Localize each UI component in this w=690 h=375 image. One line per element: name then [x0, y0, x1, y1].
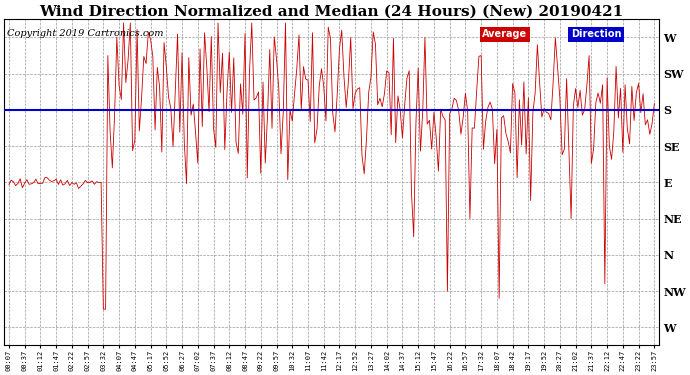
- Text: Direction: Direction: [571, 29, 621, 39]
- Title: Wind Direction Normalized and Median (24 Hours) (New) 20190421: Wind Direction Normalized and Median (24…: [39, 4, 624, 18]
- Text: Copyright 2019 Cartronics.com: Copyright 2019 Cartronics.com: [8, 29, 164, 38]
- Text: Average: Average: [482, 29, 527, 39]
